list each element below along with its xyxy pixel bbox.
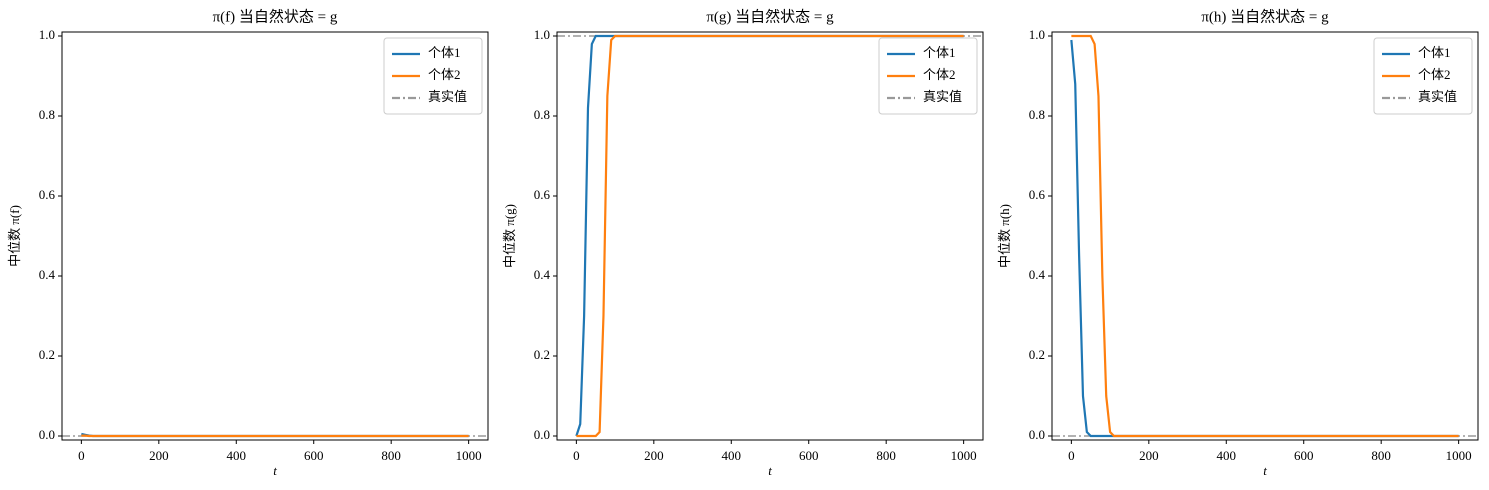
y-tick-label: 1.0 (39, 27, 55, 42)
legend-label: 个体2 (923, 67, 956, 82)
x-tick-label: 0 (78, 448, 85, 463)
legend-label: 个体1 (923, 45, 956, 60)
legend-label: 个体1 (1418, 45, 1451, 60)
y-tick-label: 0.6 (1029, 187, 1046, 202)
y-tick-label: 0.0 (39, 427, 55, 442)
x-tick-label: 400 (722, 448, 742, 463)
y-tick-label: 0.4 (39, 267, 56, 282)
legend-label: 个体2 (1418, 67, 1451, 82)
x-tick-label: 200 (644, 448, 664, 463)
x-tick-label: 800 (381, 448, 401, 463)
legend-box (1373, 37, 1473, 115)
chart-title: π(h) 当自然状态 = g (1201, 8, 1329, 25)
y-axis-label: 中位数 π(h) (997, 204, 1012, 268)
chart-title: π(g) 当自然状态 = g (706, 8, 834, 25)
legend: 个体1 个体2 真实值 (383, 37, 483, 115)
y-tick-label: 0.0 (534, 427, 550, 442)
x-axis-label: t (1263, 463, 1267, 478)
legend-label: 真实值 (923, 89, 962, 104)
y-tick-label: 0.8 (534, 107, 550, 122)
legend-label: 个体1 (428, 45, 461, 60)
x-tick-label: 600 (304, 448, 324, 463)
plot-area (557, 34, 983, 438)
legend-label: 真实值 (1418, 89, 1457, 104)
y-tick-label: 0.2 (534, 347, 550, 362)
x-axis-label: t (768, 463, 772, 478)
legend: 个体1 个体2 真实值 (1373, 37, 1473, 115)
y-tick-label: 0.4 (1029, 267, 1046, 282)
plot-area (1052, 34, 1478, 438)
x-axis-label: t (273, 463, 277, 478)
x-tick-label: 200 (149, 448, 169, 463)
series-line (576, 34, 964, 438)
chart-title: π(f) 当自然状态 = g (213, 8, 338, 25)
x-tick-label: 400 (1217, 448, 1237, 463)
axes-frame (61, 31, 489, 441)
y-tick-label: 0.2 (39, 347, 55, 362)
y-tick-label: 0.6 (39, 187, 56, 202)
x-tick-label: 200 (1139, 448, 1159, 463)
legend-label: 真实值 (428, 89, 467, 104)
series-line (1071, 34, 1459, 438)
x-tick-label: 0 (1068, 448, 1075, 463)
axes-frame (556, 31, 984, 441)
x-tick-label: 400 (227, 448, 247, 463)
x-tick-label: 1000 (1446, 448, 1472, 463)
x-tick-label: 1000 (456, 448, 482, 463)
y-axis-label: 中位数 π(f) (7, 205, 22, 267)
x-tick-label: 600 (1294, 448, 1314, 463)
y-tick-label: 0.4 (534, 267, 551, 282)
legend-box (383, 37, 483, 115)
axes-frame (1051, 31, 1479, 441)
x-tick-label: 1000 (951, 448, 977, 463)
legend-box (878, 37, 978, 115)
legend: 个体1 个体2 真实值 (878, 37, 978, 115)
y-tick-label: 0.8 (1029, 107, 1045, 122)
y-axis-label: 中位数 π(g) (502, 204, 517, 268)
y-tick-label: 0.2 (1029, 347, 1045, 362)
y-tick-label: 1.0 (1029, 27, 1045, 42)
x-tick-label: 0 (573, 448, 580, 463)
y-tick-label: 0.8 (39, 107, 55, 122)
x-tick-label: 800 (876, 448, 896, 463)
subplot: π(f) 当自然状态 = g t 中位数 π(f) 0 200 400 600 800 1000… (7, 8, 489, 478)
x-tick-label: 800 (1371, 448, 1391, 463)
y-tick-label: 1.0 (534, 27, 550, 42)
plot-area (62, 432, 488, 438)
legend-label: 个体2 (428, 67, 461, 82)
y-tick-label: 0.6 (534, 187, 551, 202)
subplot: π(g) 当自然状态 = g t 中位数 π(g) 0 200 400 600 800 1000… (502, 8, 984, 478)
y-tick-label: 0.0 (1029, 427, 1045, 442)
x-tick-label: 600 (799, 448, 819, 463)
subplot: π(h) 当自然状态 = g t 中位数 π(h) 0 200 400 600 800 1000… (997, 8, 1479, 478)
